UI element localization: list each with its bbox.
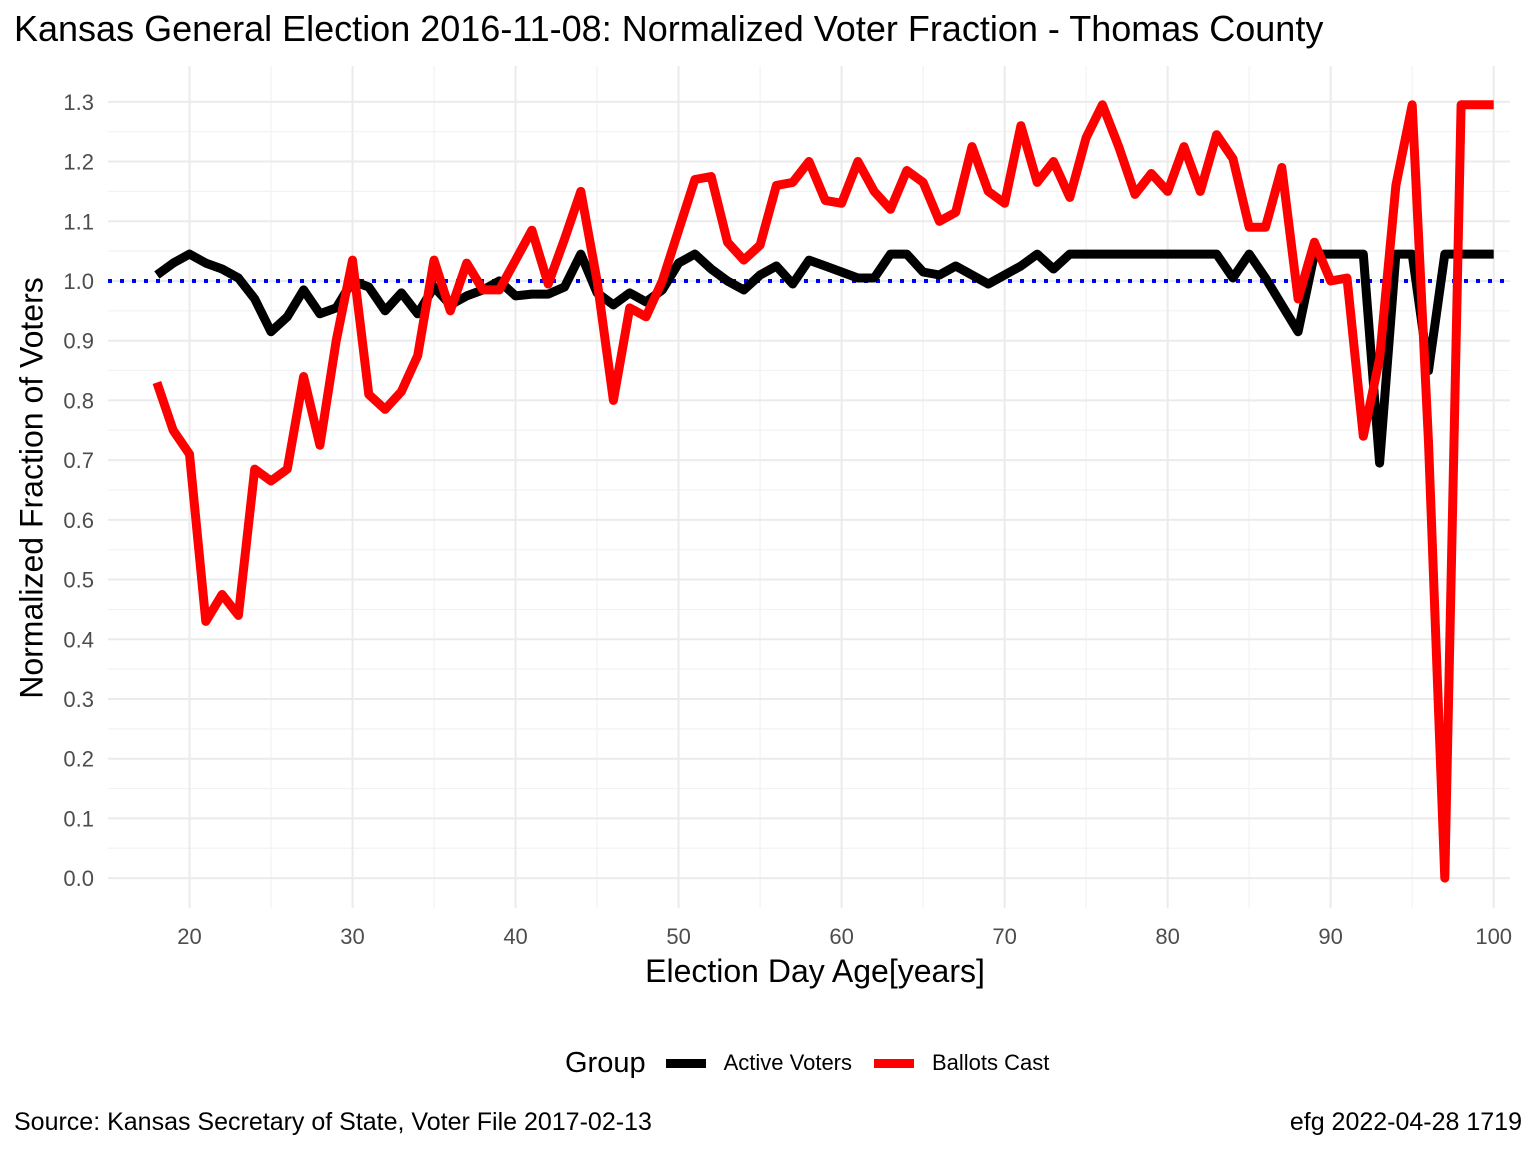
y-tick-label: 1.2	[63, 150, 94, 175]
y-tick-label: 0.3	[63, 687, 94, 712]
series-line-ballots-cast	[152, 100, 1494, 883]
x-tick-label: 90	[1318, 924, 1342, 949]
x-tick-label: 100	[1475, 924, 1512, 949]
credit-caption: efg 2022-04-28 1719	[1289, 1108, 1522, 1136]
tick-layer: 20 30 40 50 60 70 80 90 100 0.0 0.1 0.2 0.3 0.4 0.5 0.6…	[63, 90, 1512, 949]
series-line-active-voters	[154, 249, 1494, 468]
y-tick-label: 0.6	[63, 508, 94, 533]
y-tick-label: 0.4	[63, 627, 94, 652]
y-tick-label: 0.1	[63, 806, 94, 831]
y-tick-label: 0.9	[63, 329, 94, 354]
y-tick-label: 1.0	[63, 269, 94, 294]
y-tick-label: 0.0	[63, 866, 94, 891]
x-axis-label: Election Day Age[years]	[645, 953, 985, 989]
y-tick-label: 0.5	[63, 568, 94, 593]
y-axis-label: Normalized Fraction of Voters	[13, 277, 50, 699]
x-tick-label: 70	[992, 924, 1016, 949]
y-tick-label: 0.8	[63, 388, 94, 413]
legend-label-active-voters: Active Voters	[723, 1050, 852, 1075]
series-layer	[152, 100, 1494, 883]
y-tick-label: 0.2	[63, 747, 94, 772]
legend-item-active-voters: Active Voters	[665, 1050, 852, 1076]
grid-layer	[108, 66, 1510, 908]
x-tick-label: 50	[666, 924, 690, 949]
x-tick-label: 20	[177, 924, 201, 949]
x-tick-label: 60	[829, 924, 853, 949]
y-tick-label: 1.3	[63, 90, 94, 115]
legend-item-ballots-cast: Ballots Cast	[874, 1050, 1049, 1076]
chart-title: Kansas General Election 2016-11-08: Norm…	[14, 8, 1324, 49]
legend: Group Active Voters Ballots Cast	[565, 1043, 1071, 1083]
x-tick-label: 30	[340, 924, 364, 949]
x-tick-label: 80	[1155, 924, 1179, 949]
y-tick-label: 1.1	[63, 209, 94, 234]
legend-key-ballots-cast	[874, 1058, 914, 1068]
legend-label-ballots-cast: Ballots Cast	[932, 1050, 1050, 1075]
legend-title: Group	[565, 1046, 646, 1079]
source-caption: Source: Kansas Secretary of State, Voter…	[14, 1108, 652, 1136]
x-tick-label: 40	[503, 924, 527, 949]
y-tick-label: 0.7	[63, 448, 94, 473]
legend-key-active-voters	[665, 1058, 706, 1068]
